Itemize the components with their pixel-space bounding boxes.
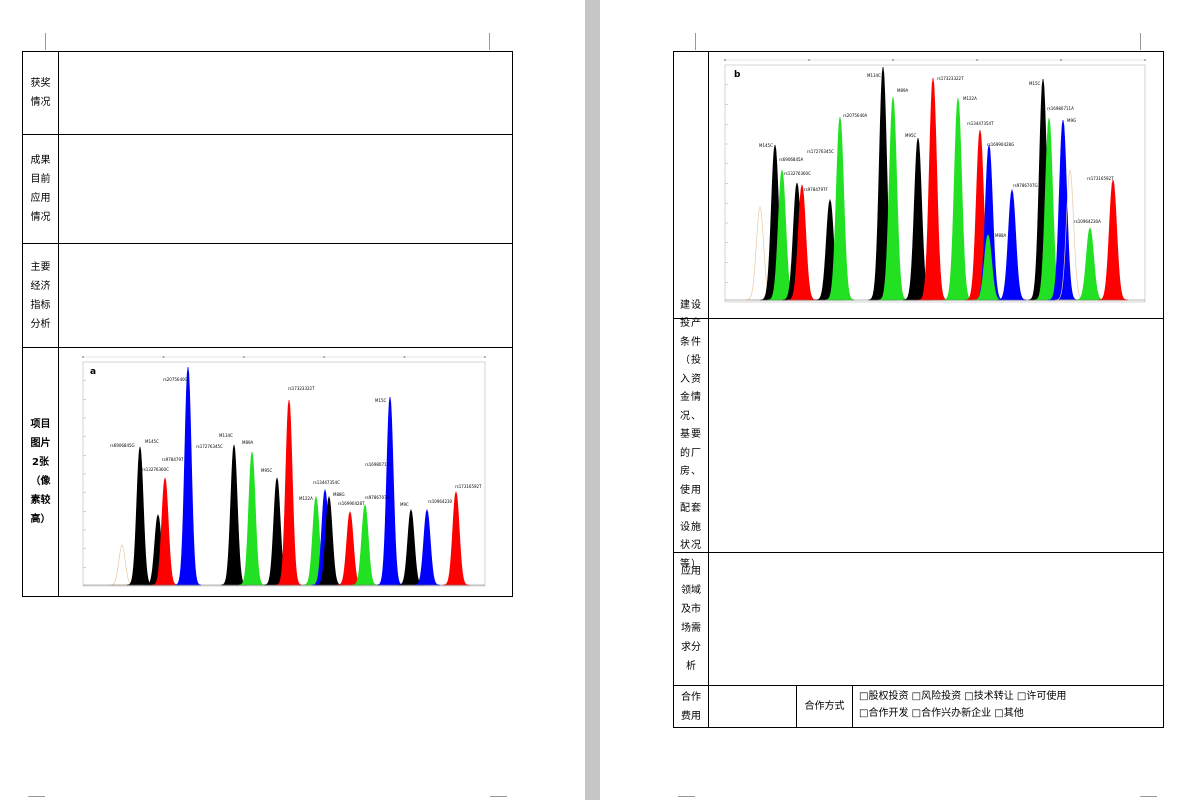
content-cell bbox=[708, 51, 1164, 319]
content-cell bbox=[58, 243, 513, 348]
row-label: 成果目前应用情况 bbox=[30, 155, 51, 223]
label-cell: 建设投产条件（投入资金情况、基要的厂房、使用配套设施状况等） bbox=[673, 300, 709, 570]
row-label: 项目图片2张（像素较高） bbox=[30, 419, 51, 525]
content-cell bbox=[708, 685, 797, 728]
row-label: 建设投产条件（投入资金情况、基要的厂房、使用配套设施状况等） bbox=[680, 299, 702, 570]
options-cell: □股权投资 □风险投资 □技术转让 □许可使用 □合作开发 □合作兴办新企业 □… bbox=[852, 685, 1164, 728]
label-cell: 成果目前应用情况 bbox=[22, 134, 59, 244]
label-cell: 应用领域及市场需求分析 bbox=[673, 552, 709, 686]
label-cell: 项目图片2张（像素较高） bbox=[22, 347, 59, 597]
content-cell bbox=[58, 347, 513, 597]
row-label: 主要经济指标分析 bbox=[30, 261, 51, 330]
content-cell bbox=[708, 318, 1164, 553]
label-cell: 主要经济指标分析 bbox=[22, 243, 59, 348]
content-cell bbox=[58, 134, 513, 244]
option-line: □合作开发 □合作兴办新企业 □其他 bbox=[859, 708, 1024, 719]
row-label: 合作费用 bbox=[681, 691, 701, 722]
label-cell bbox=[673, 51, 709, 319]
field-cell: 合作方式 bbox=[796, 685, 853, 728]
page-gutter bbox=[585, 0, 600, 800]
label-cell: 获奖情况 bbox=[22, 51, 59, 135]
content-cell bbox=[58, 51, 513, 135]
row-label: 获奖情况 bbox=[30, 78, 51, 108]
option-line: □股权投资 □风险投资 □技术转让 □许可使用 bbox=[859, 691, 1067, 702]
row-label: 应用领域及市场需求分析 bbox=[681, 566, 701, 672]
field-label: 合作方式 bbox=[804, 701, 845, 712]
label-cell: 合作费用 bbox=[673, 685, 709, 728]
content-cell bbox=[708, 552, 1164, 686]
